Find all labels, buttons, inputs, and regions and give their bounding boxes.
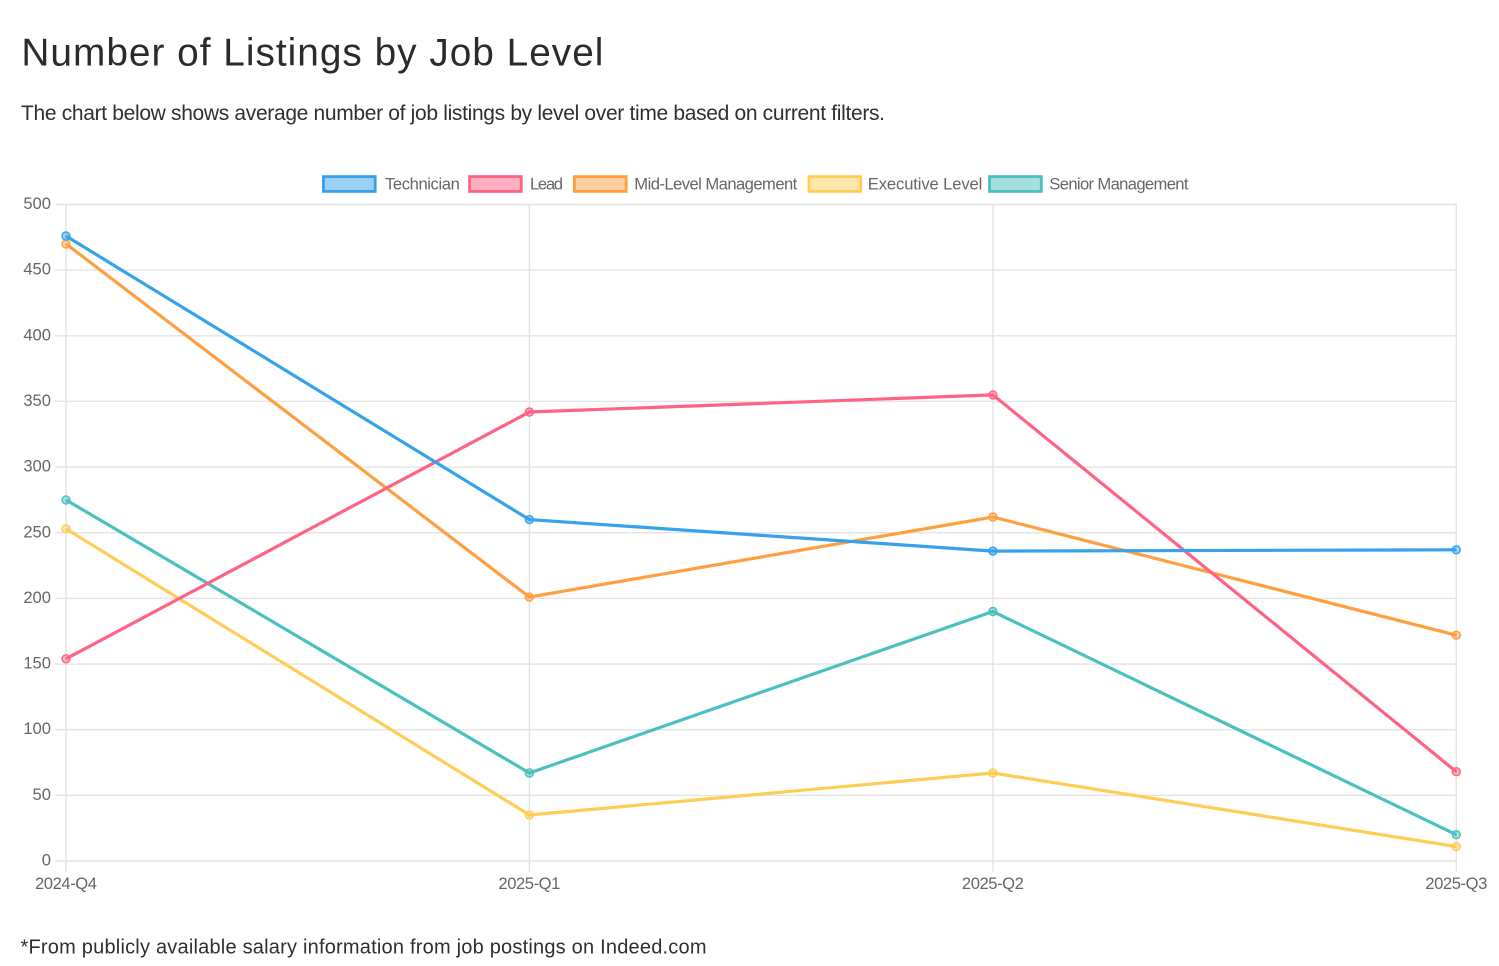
svg-text:Technician: Technician [385,175,460,194]
svg-text:0: 0 [42,851,51,870]
svg-text:2025-Q2: 2025-Q2 [962,874,1024,893]
svg-text:350: 350 [23,391,51,410]
svg-text:500: 500 [23,194,51,213]
svg-text:400: 400 [23,325,51,344]
svg-text:Mid-Level Management: Mid-Level Management [634,175,797,194]
svg-text:Number of Listings by Job Leve: Number of Listings by Job Level [21,32,603,75]
svg-text:150: 150 [23,654,51,673]
svg-text:2025-Q3: 2025-Q3 [1425,874,1487,893]
svg-text:The chart below shows average: The chart below shows average number of … [21,102,885,125]
svg-text:50: 50 [33,785,51,804]
svg-text:250: 250 [23,522,51,541]
svg-text:*From publicly available salar: *From publicly available salary informat… [21,937,707,959]
svg-text:Executive Level: Executive Level [868,175,983,194]
svg-text:2025-Q1: 2025-Q1 [498,874,560,893]
svg-text:Senior Management: Senior Management [1049,175,1189,194]
svg-text:100: 100 [23,719,51,738]
svg-text:300: 300 [23,457,51,476]
svg-text:Lead: Lead [530,175,563,194]
svg-text:450: 450 [23,260,51,279]
svg-text:2024-Q4: 2024-Q4 [35,874,97,893]
svg-text:200: 200 [23,588,51,607]
